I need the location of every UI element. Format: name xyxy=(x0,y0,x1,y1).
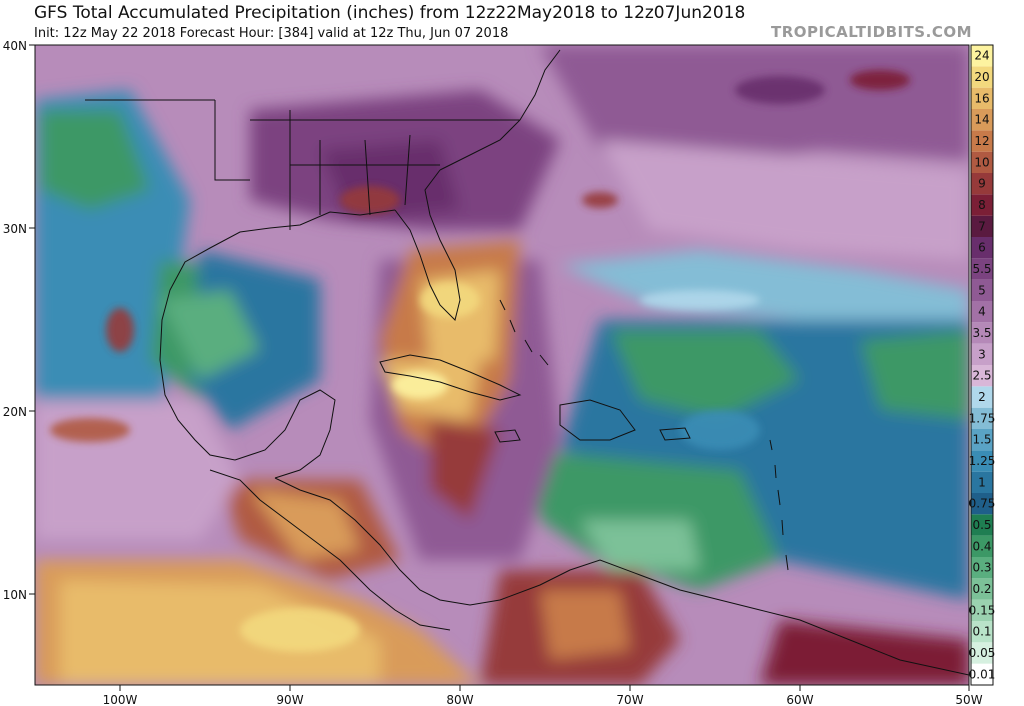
lat-label-30n: 30N xyxy=(3,222,27,236)
colorbar-label: 1.75 xyxy=(969,411,996,425)
colorbar-label: 1.25 xyxy=(969,454,996,468)
coastlines xyxy=(85,49,969,676)
colorbar-label: 0.1 xyxy=(972,625,991,639)
colorbar-label: 10 xyxy=(974,155,989,169)
colorbar-label: 1 xyxy=(978,475,986,489)
colorbar-label: 0.75 xyxy=(969,497,996,511)
colorbar-swatch xyxy=(971,215,993,237)
colorbar-swatch xyxy=(971,386,993,408)
colorbar-swatch xyxy=(971,173,993,195)
colorbar-swatch xyxy=(971,599,993,621)
colorbar-swatch xyxy=(971,471,993,493)
colorbar-label: 1.5 xyxy=(972,433,991,447)
map-title: GFS Total Accumulated Precipitation (inc… xyxy=(34,3,746,23)
colorbar-swatch xyxy=(971,237,993,259)
map-frame xyxy=(34,44,970,686)
map-subtitle: Init: 12z May 22 2018 Forecast Hour: [38… xyxy=(34,26,509,41)
precipitation-field xyxy=(35,45,969,685)
colorbar-label: 24 xyxy=(974,49,989,63)
colorbar-swatch xyxy=(971,557,993,579)
colorbar-label: 12 xyxy=(974,134,989,148)
site-watermark: TROPICALTIDBITS.COM xyxy=(771,23,972,41)
colorbar-swatch xyxy=(971,514,993,536)
colorbar-label: 2 xyxy=(978,390,986,404)
colorbar-swatch xyxy=(971,130,993,152)
lon-label-70w: 70W xyxy=(616,693,643,706)
colorbar-swatch xyxy=(971,322,993,344)
colorbar-label: 16 xyxy=(974,91,989,105)
colorbar-swatch xyxy=(971,621,993,643)
colorbar-label: 0.05 xyxy=(969,646,996,660)
colorbar-frame xyxy=(970,44,994,686)
lat-label-40n: 40N xyxy=(3,39,27,53)
lon-label-90w: 90W xyxy=(276,693,303,706)
colorbar-swatch xyxy=(971,258,993,280)
colorbar-swatch xyxy=(971,151,993,173)
colorbar-label: 2.5 xyxy=(972,369,991,383)
lon-label-60w: 60W xyxy=(786,693,813,706)
colorbar-label: 0.15 xyxy=(969,603,996,617)
colorbar-legend: 0.01 0.05 0.1 0.15 0.2 0.3 0.4 0.5 0.75 1 1.25 1.5 1… xyxy=(969,44,996,686)
colorbar-swatch xyxy=(971,66,993,88)
colorbar-label: 8 xyxy=(978,198,986,212)
colorbar-label: 0.2 xyxy=(972,582,991,596)
colorbar-swatch xyxy=(971,45,993,67)
colorbar-label: 0.3 xyxy=(972,561,991,575)
colorbar-label: 0.01 xyxy=(969,667,996,681)
colorbar-swatch xyxy=(971,365,993,387)
colorbar-label: 3.5 xyxy=(972,326,991,340)
colorbar-swatch xyxy=(971,493,993,515)
colorbar-swatch xyxy=(971,429,993,451)
colorbar-swatch xyxy=(971,109,993,131)
lon-label-80w: 80W xyxy=(446,693,473,706)
colorbar-label: 9 xyxy=(978,177,986,191)
colorbar-swatch xyxy=(971,87,993,109)
lon-label-100w: 100W xyxy=(103,693,138,706)
latitude-axis: 40N 30N 20N 10N xyxy=(3,39,35,602)
colorbar-label: 5.5 xyxy=(972,262,991,276)
colorbar-label: 14 xyxy=(974,113,989,127)
colorbar-swatch xyxy=(971,578,993,600)
lat-label-20n: 20N xyxy=(3,405,27,419)
colorbar-swatch xyxy=(971,343,993,365)
colorbar-label: 0.5 xyxy=(972,518,991,532)
colorbar-swatch xyxy=(971,663,993,685)
colorbar-swatch xyxy=(971,535,993,557)
longitude-axis: 100W 90W 80W 70W 60W 50W xyxy=(103,685,983,706)
colorbar-swatch xyxy=(971,450,993,472)
colorbar-swatch xyxy=(971,279,993,301)
colorbar-swatch xyxy=(971,194,993,216)
colorbar-label: 5 xyxy=(978,283,986,297)
colorbar-swatch xyxy=(971,301,993,323)
colorbar-swatch xyxy=(971,642,993,664)
colorbar-label: 0.4 xyxy=(972,539,991,553)
colorbar-swatch xyxy=(971,407,993,429)
colorbar-label: 4 xyxy=(978,305,986,319)
colorbar-label: 20 xyxy=(974,70,989,84)
lat-label-10n: 10N xyxy=(3,588,27,602)
colorbar-label: 7 xyxy=(978,219,986,233)
lon-label-50w: 50W xyxy=(955,693,982,706)
colorbar-label: 6 xyxy=(978,241,986,255)
colorbar-label: 3 xyxy=(978,347,986,361)
